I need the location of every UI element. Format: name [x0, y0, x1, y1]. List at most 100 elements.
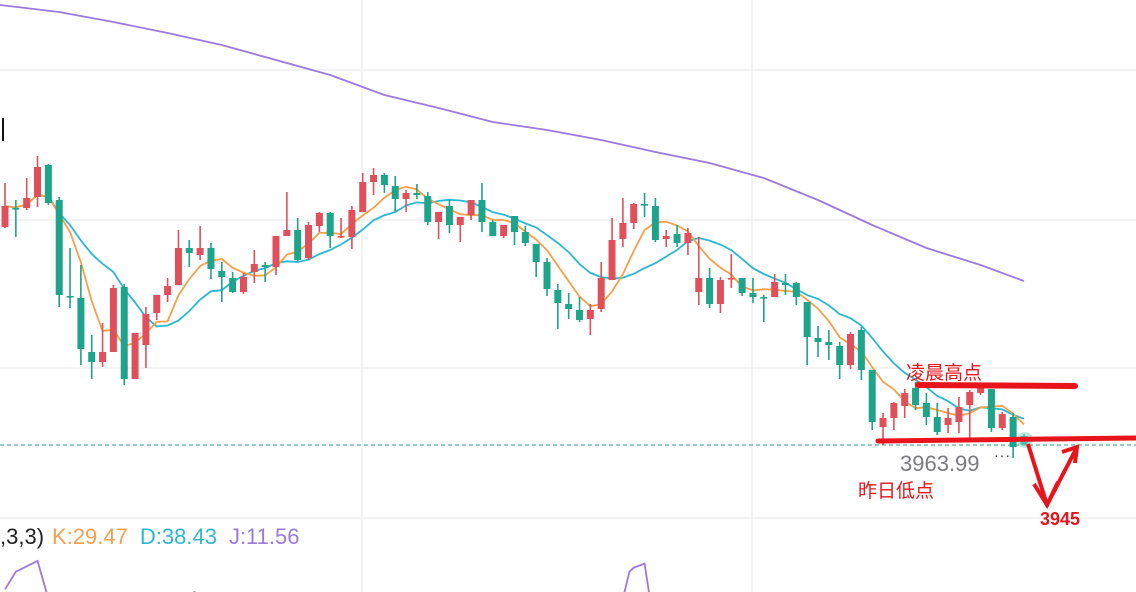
candle-body	[608, 240, 616, 280]
candle-up	[890, 402, 898, 430]
candle-down	[825, 330, 833, 360]
candle-body	[391, 186, 399, 199]
candle-body	[120, 287, 128, 379]
candle-body	[500, 225, 508, 236]
candle-body	[229, 278, 237, 292]
candle-body	[359, 182, 367, 212]
candle-body	[955, 407, 963, 422]
candle-down	[55, 197, 63, 307]
candle-down	[933, 403, 941, 435]
candle-up	[359, 173, 367, 212]
candle-body	[402, 193, 410, 199]
candle-up	[250, 250, 258, 283]
candle-down	[261, 262, 269, 282]
candle-body	[185, 248, 193, 253]
candle-body	[641, 204, 649, 206]
candle-body	[651, 206, 659, 240]
candle-down	[326, 212, 334, 248]
candle-up	[272, 236, 280, 275]
candle-up	[500, 225, 508, 238]
candle-body	[510, 216, 518, 232]
candle-body	[153, 295, 161, 313]
candle-body	[348, 210, 356, 237]
candle-up	[716, 277, 724, 313]
annotation-target-price: 3945	[1040, 509, 1081, 529]
candle-body	[933, 417, 941, 432]
candle-body	[586, 310, 594, 319]
kdj-params: ,3,3)	[0, 524, 45, 549]
candle-up	[174, 230, 182, 285]
candle-down	[814, 326, 822, 357]
kdj-panel	[4, 559, 650, 592]
candle-body	[706, 278, 714, 304]
candle-body	[44, 165, 52, 203]
candle-body	[803, 302, 811, 337]
candle-body	[619, 223, 627, 239]
candle-up	[456, 217, 464, 242]
candle-body	[814, 338, 822, 342]
candle-down	[565, 293, 573, 319]
candle-up	[34, 156, 42, 207]
candle-up	[597, 262, 605, 312]
arrowhead-down-icon	[1032, 481, 1060, 510]
candle-body	[174, 248, 182, 285]
candle-down	[738, 278, 746, 296]
candle-down	[44, 164, 52, 205]
candle-down	[543, 258, 551, 296]
candle-up	[109, 285, 117, 352]
candle-body	[23, 198, 31, 208]
candle-body	[12, 208, 20, 210]
candle-down	[792, 282, 800, 305]
candle-body	[315, 213, 323, 226]
candle-up	[142, 307, 150, 368]
candle-body	[424, 196, 432, 222]
candle-down	[380, 173, 388, 193]
candle-body	[565, 304, 573, 309]
candle-up	[131, 333, 139, 379]
kdj-j-value: J:11.56	[228, 524, 300, 549]
arrowhead-up-icon	[1061, 444, 1080, 464]
candle-up	[586, 304, 594, 335]
candle-down	[521, 226, 529, 246]
candle-body	[738, 278, 746, 293]
candle-body	[272, 236, 280, 267]
candle-body	[521, 232, 529, 243]
candle-body	[792, 283, 800, 297]
candle-body	[337, 236, 345, 238]
candle-body	[99, 352, 107, 362]
price-leader-dots: ···	[994, 447, 1011, 463]
candle-down	[294, 218, 302, 262]
candle-body	[857, 330, 865, 370]
candle-up	[239, 273, 247, 294]
candle-body	[456, 217, 464, 225]
candle-up	[771, 274, 779, 297]
candle-body	[825, 342, 833, 345]
candle-up	[99, 323, 107, 367]
candle-up	[630, 203, 638, 229]
candle-body	[55, 200, 63, 295]
candle-up	[315, 212, 323, 232]
candle-up	[283, 192, 291, 236]
candle-body	[34, 167, 42, 197]
candle-body	[630, 204, 638, 223]
candle-up	[196, 226, 204, 260]
candle-down	[445, 200, 453, 233]
candle-up	[305, 222, 313, 260]
candle-down	[120, 284, 128, 385]
candle-up	[402, 190, 410, 212]
candle-up	[435, 212, 443, 239]
candle-down	[532, 244, 540, 277]
candle-body	[966, 392, 974, 405]
candle-body	[922, 403, 930, 417]
candle-body	[131, 333, 139, 379]
candle-down	[66, 248, 74, 308]
candle-down	[673, 225, 681, 247]
candle-body	[727, 278, 735, 280]
candle-up	[153, 295, 161, 320]
candle-up	[998, 412, 1006, 430]
candle-body	[771, 282, 779, 297]
candle-body	[836, 346, 844, 365]
candle-body	[109, 288, 117, 352]
ma-long-line	[0, 4, 1025, 282]
candle-body	[467, 200, 475, 215]
